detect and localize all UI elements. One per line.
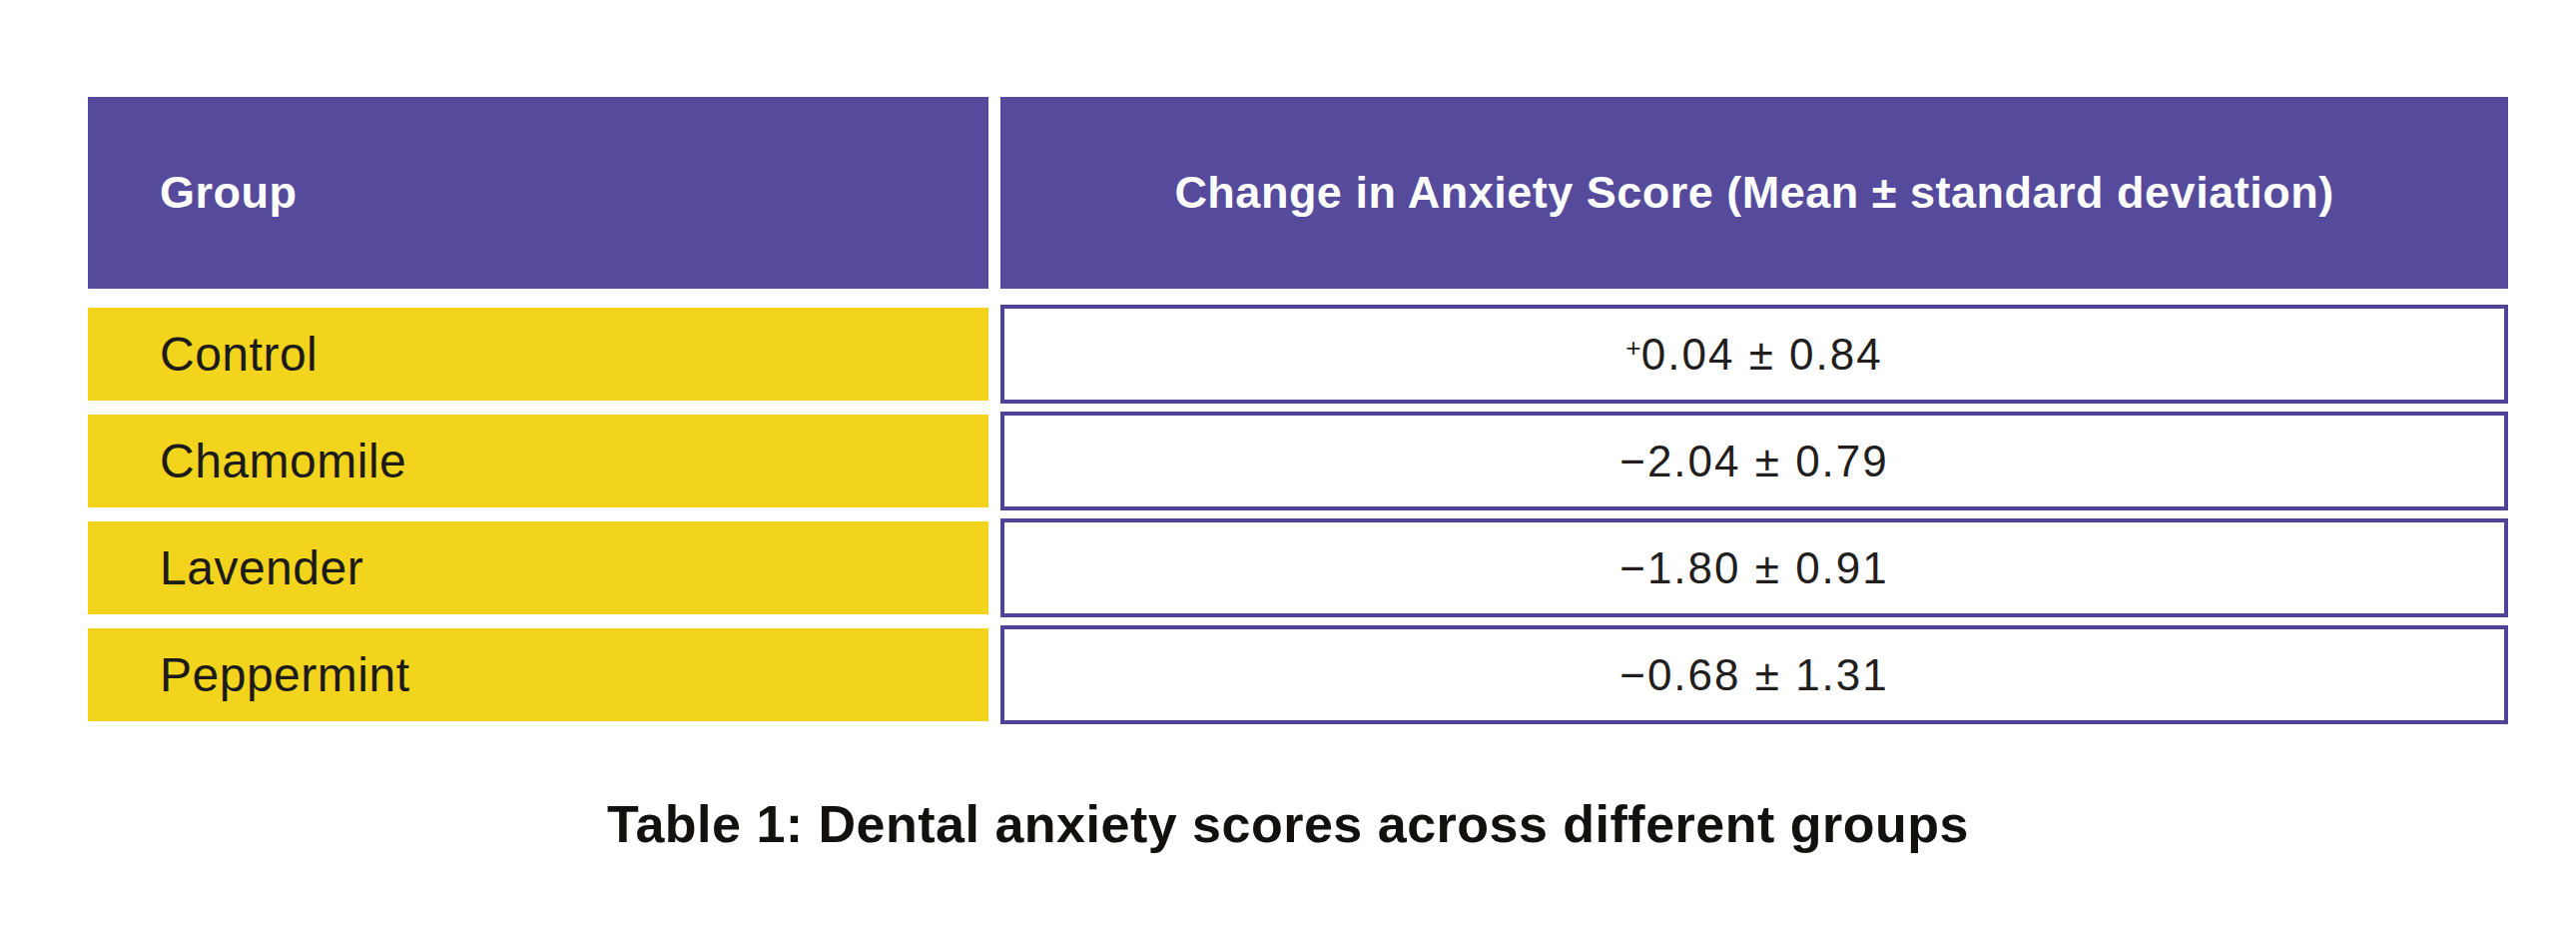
value-cell-peppermint: −0.68 ± 1.31 (1000, 625, 2508, 724)
column-header-group: Group (88, 97, 988, 289)
value-cell-chamomile: −2.04 ± 0.79 (1000, 412, 2508, 510)
value-cell-lavender: −1.80 ± 0.91 (1000, 518, 2508, 617)
value-cell-control: +0.04 ± 0.84 (1000, 305, 2508, 404)
table-caption: Table 1: Dental anxiety scores across di… (0, 794, 2576, 854)
value-text: −0.68 ± 1.31 (1619, 650, 1889, 700)
group-cell-chamomile: Chamomile (88, 415, 988, 507)
group-cell-peppermint: Peppermint (88, 628, 988, 721)
table-row: Peppermint −0.68 ± 1.31 (88, 625, 2508, 718)
table-header-row: Group Change in Anxiety Score (Mean ± st… (88, 97, 2508, 289)
table-row: Lavender −1.80 ± 0.91 (88, 518, 2508, 611)
value-text: −1.80 ± 0.91 (1619, 543, 1889, 593)
table-row: Chamomile −2.04 ± 0.79 (88, 412, 2508, 504)
figure-canvas: Group Change in Anxiety Score (Mean ± st… (0, 0, 2576, 939)
value-text: +0.04 ± 0.84 (1625, 330, 1882, 380)
group-cell-lavender: Lavender (88, 521, 988, 614)
anxiety-score-table: Group Change in Anxiety Score (Mean ± st… (88, 97, 2508, 732)
column-header-change-in-anxiety-score: Change in Anxiety Score (Mean ± standard… (1000, 97, 2508, 289)
group-cell-control: Control (88, 308, 988, 401)
value-text: −2.04 ± 0.79 (1619, 437, 1889, 486)
table-row: Control +0.04 ± 0.84 (88, 305, 2508, 398)
